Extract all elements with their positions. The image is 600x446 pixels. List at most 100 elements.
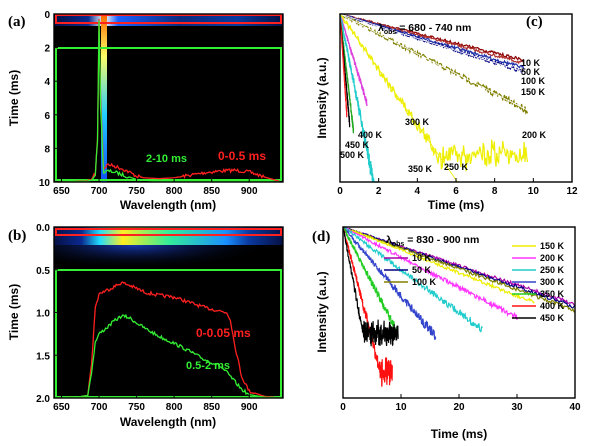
x-tick-label-c: 6	[453, 186, 459, 197]
x-tick-label-a: 900	[241, 186, 258, 197]
x-tick-label-b: 850	[203, 402, 220, 413]
x-tick-label-d: 10	[395, 402, 407, 413]
y-tick-label-b: 2.0	[36, 394, 50, 405]
x-tick-label-d: 20	[453, 402, 465, 413]
y-axis-label-d: Intensity (a.u.)	[315, 271, 329, 352]
x-tick-label-c: 12	[566, 186, 578, 197]
panel-label-c: (c)	[526, 14, 543, 30]
window-label-a-long: 2-10 ms	[146, 153, 187, 165]
y-tick-label-a: 0	[44, 10, 50, 21]
fit-line-c-250-k-fit	[339, 13, 458, 183]
x-axis-label-a: Wavelength (nm)	[120, 198, 216, 212]
spectrum-b-0-5-2-ms	[57, 313, 280, 399]
y-tick-label-b: 1.0	[36, 309, 50, 320]
decay-curve-d-450-k	[342, 227, 399, 347]
x-tick-label-b: 900	[241, 402, 258, 413]
y-axis-label-b: Time (ms)	[7, 284, 21, 340]
legend-label-d-200-k: 200 K	[540, 253, 565, 263]
window-label-a-short: 0-0.5 ms	[218, 149, 266, 163]
series-label-c-200-k: 200 K	[522, 130, 547, 140]
panel-d: 0 10 20 30 40 (d) λobs = 830 - 900 nm Time (…	[312, 226, 581, 441]
observation-window-c: λobs = 680 - 740 nm	[378, 22, 471, 36]
panel-b: 650 700 750 800 850 900 0.0 0.5 1.0 1.5 2.0 (b) W…	[7, 223, 284, 429]
lambda-range-c: = 680 - 740 nm	[396, 22, 471, 34]
legend-label-d-50-k: 50 K	[412, 265, 432, 275]
decay-curve-d-200-k	[343, 226, 518, 321]
x-tick-label-d: 30	[511, 402, 523, 413]
x-tick-label-a: 800	[166, 186, 183, 197]
axes-frame-c	[339, 13, 573, 183]
legend-label-d-10-k: 10 K	[412, 253, 432, 263]
heatmap-a-700nm-emission	[101, 14, 107, 182]
series-label-c-350-k: 350 K	[408, 164, 433, 174]
fit-line-c-150-k-fit	[339, 13, 573, 88]
legend-label-d-250-k: 250 K	[540, 265, 565, 275]
decay-curve-c-300-k	[339, 13, 368, 107]
decay-curve-d-350-k	[342, 226, 399, 338]
x-tick-label-b: 750	[128, 402, 145, 413]
panel-a: 650 700 750 800 850 900 0 2 4 6 8 10 (a) Wavelengt…	[7, 10, 284, 212]
panel-c: 0 2 4 6 8 10 12 (c) λobs = 680 - 740 nm Time (…	[315, 13, 578, 212]
window-box-a-long	[55, 47, 282, 181]
x-tick-label-b: 650	[53, 402, 70, 413]
window-box-b-short	[55, 228, 282, 236]
x-tick-label-d: 0	[340, 402, 346, 413]
y-tick-label-a: 4	[44, 77, 50, 88]
series-label-c-100-k: 100 K	[521, 76, 546, 86]
decay-curve-c-500-k	[339, 13, 348, 118]
series-label-c-150-k: 150 K	[521, 87, 546, 97]
x-axis-label-b: Wavelength (nm)	[120, 415, 216, 429]
lambda-range-d: = 830 - 900 nm	[404, 234, 479, 246]
x-tick-label-a: 750	[128, 186, 145, 197]
axes-frame-a	[53, 13, 284, 183]
y-tick-label-b: 0.0	[36, 223, 50, 234]
lambda-symbol-d: λ	[386, 234, 392, 246]
fit-line-c-350-k-fit	[339, 13, 374, 183]
legend-label-d-450-k: 450 K	[540, 313, 565, 323]
y-tick-label-a: 10	[39, 178, 51, 189]
x-tick-label-a: 700	[91, 186, 108, 197]
y-tick-label-b: 1.5	[36, 351, 50, 362]
x-tick-label-c: 10	[528, 186, 540, 197]
x-axis-label-c: Time (ms)	[428, 198, 484, 212]
panel-label-d: (d)	[312, 229, 330, 245]
observation-window-d: λobs = 830 - 900 nm	[386, 234, 479, 248]
legend-label-d-400-k: 400 K	[540, 301, 565, 311]
lambda-subscript-d: obs	[392, 241, 405, 248]
x-tick-label-c: 2	[376, 186, 382, 197]
y-axis-label-c: Intensity (a.u.)	[315, 57, 329, 138]
x-tick-label-c: 0	[337, 186, 343, 197]
series-label-c-450-k: 450 K	[345, 140, 370, 150]
lambda-symbol-c: λ	[378, 22, 384, 34]
legend-label-d-150-k: 150 K	[540, 241, 565, 251]
x-tick-label-a: 650	[53, 186, 70, 197]
panel-label-b: (b)	[8, 228, 26, 244]
series-label-c-10-k: 10 K	[521, 58, 541, 68]
x-tick-label-b: 700	[91, 402, 108, 413]
decay-curve-c-10-k	[339, 13, 525, 62]
lambda-subscript-c: obs	[384, 29, 397, 36]
decay-curve-d-50-k	[342, 226, 576, 309]
y-tick-label-b: 0.5	[36, 266, 50, 277]
x-tick-label-d: 40	[569, 402, 581, 413]
legend-label-d-350-k: 350 K	[540, 289, 565, 299]
y-axis-label-a: Time (ms)	[7, 70, 21, 126]
window-box-a-short	[55, 14, 282, 24]
heatmap-b-early-glow	[54, 245, 283, 285]
decay-curve-d-150-k	[342, 226, 535, 304]
series-label-c-300-k: 300 K	[405, 117, 430, 127]
window-box-b-long	[55, 269, 282, 398]
decay-curve-d-100-k	[342, 226, 576, 313]
series-label-c-50-k: 50 K	[521, 67, 541, 77]
spectrum-b-0-0-05-ms	[57, 281, 280, 399]
fit-line-c-200-k-fit	[339, 13, 573, 134]
x-tick-label-c: 8	[492, 186, 498, 197]
x-tick-label-b: 800	[166, 402, 183, 413]
series-label-c-500-k: 500 K	[340, 150, 365, 160]
x-axis-label-d: Time (ms)	[431, 427, 487, 441]
y-tick-label-a: 6	[44, 111, 50, 122]
decay-curve-d-400-k	[342, 227, 393, 387]
x-tick-label-a: 850	[203, 186, 220, 197]
panel-label-a: (a)	[8, 14, 26, 30]
